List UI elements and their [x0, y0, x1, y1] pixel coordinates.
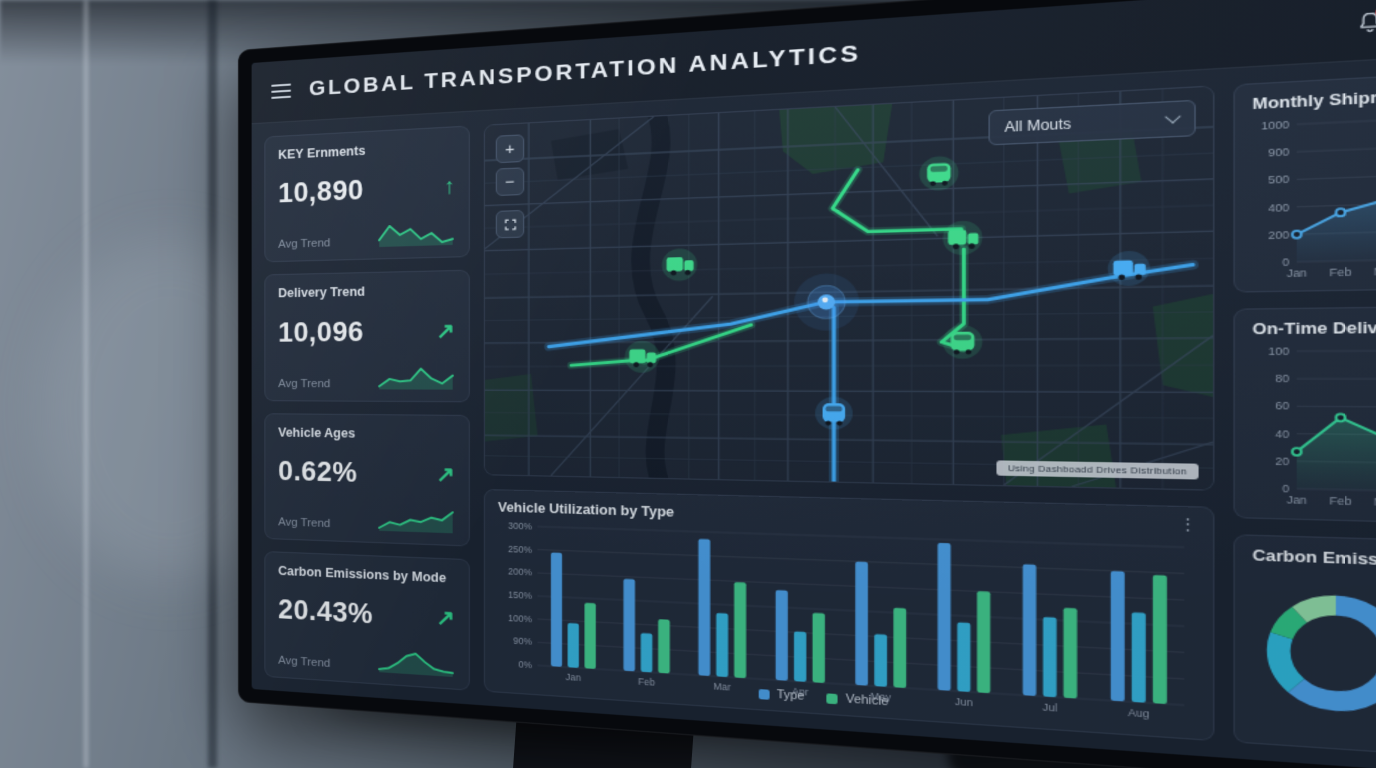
- svg-text:60: 60: [1275, 400, 1290, 413]
- svg-text:100%: 100%: [508, 612, 532, 624]
- vehicle-marker-truck[interactable]: [624, 340, 660, 373]
- kpi-card-carbon-emissions: Carbon Emissions by Mode 20.43% ↗ Avg Tr…: [264, 550, 470, 691]
- fullscreen-icon: [503, 217, 517, 231]
- center-column: + − All Mouts: [483, 85, 1215, 742]
- card-title: On-Time Delivery Rates: [1252, 319, 1376, 339]
- svg-text:150%: 150%: [508, 589, 532, 601]
- legend-item: Type: [758, 687, 805, 703]
- vehicle-utilization-card: Vehicle Utilization by Type ⋮ 300% 250% 20…: [483, 488, 1215, 742]
- svg-text:0%: 0%: [518, 659, 532, 671]
- svg-text:Jan: Jan: [1287, 267, 1308, 280]
- kpi-sparkline: [377, 219, 455, 248]
- dashboard-body: KEY Ernments 10,890 ↑ Avg Trend Del: [252, 43, 1376, 768]
- svg-text:Apr: Apr: [792, 685, 809, 697]
- glass-partition: [84, 0, 88, 768]
- svg-text:Feb: Feb: [638, 676, 655, 688]
- svg-text:250%: 250%: [508, 543, 532, 555]
- kpi-trend-label: Avg Trend: [278, 516, 331, 530]
- kpi-value: 0.62%: [278, 455, 358, 488]
- card-title: Monthly Shipment Volume: [1252, 83, 1376, 113]
- fullscreen-button[interactable]: [495, 209, 525, 239]
- svg-text:400: 400: [1268, 201, 1290, 214]
- svg-text:300%: 300%: [508, 520, 532, 532]
- kpi-card-key-ernments: KEY Ernments 10,890 ↑ Avg Trend: [264, 125, 470, 263]
- arrow-up-icon: ↑: [443, 175, 455, 200]
- svg-text:Jan: Jan: [1287, 494, 1308, 507]
- svg-text:Jul: Jul: [1042, 701, 1057, 714]
- svg-text:Aug: Aug: [1128, 706, 1150, 720]
- svg-text:Jan: Jan: [566, 671, 582, 683]
- svg-text:100: 100: [1268, 345, 1290, 358]
- kpi-card-vehicle-ages: Vehicle Ages 0.62% ↗ Avg Trend: [264, 412, 470, 547]
- mode-filter-value: All Mouts: [1004, 115, 1072, 136]
- kpi-trend-label: Avg Trend: [278, 377, 331, 390]
- monitor-bezel: GLOBAL TRANSPORTATION ANALYTICS: [238, 0, 1376, 768]
- svg-text:0: 0: [1282, 483, 1290, 496]
- svg-text:0: 0: [1282, 256, 1290, 269]
- glass-partition: [208, 0, 217, 768]
- svg-text:Jun: Jun: [955, 696, 973, 709]
- arrow-up-right-icon: ↗: [436, 462, 455, 488]
- map-controls: + −: [495, 134, 525, 239]
- svg-text:Mar: Mar: [1374, 496, 1376, 509]
- legend-item: Vehicle: [826, 691, 889, 709]
- svg-text:May: May: [870, 690, 891, 703]
- on-time-delivery-card: On-Time Delivery Rates ⋮ 100806040200Jan…: [1233, 303, 1376, 529]
- carbon-emissions-card: Carbon Emissions by Mode ⋮ VanosMuisCarb…: [1233, 533, 1376, 768]
- svg-text:Mar: Mar: [1374, 265, 1376, 278]
- svg-text:Feb: Feb: [1330, 266, 1353, 279]
- kpi-value: 10,096: [278, 316, 364, 348]
- card-menu-icon[interactable]: ⋮: [1178, 514, 1198, 534]
- route-map[interactable]: [484, 86, 1214, 490]
- bell-icon: [1355, 9, 1376, 35]
- app-title: GLOBAL TRANSPORTATION ANALYTICS: [308, 40, 862, 101]
- kpi-sparkline: [377, 646, 455, 678]
- dashboard-screen: GLOBAL TRANSPORTATION ANALYTICS: [251, 0, 1376, 768]
- svg-text:900: 900: [1268, 146, 1290, 159]
- monitor: GLOBAL TRANSPORTATION ANALYTICS: [238, 0, 1376, 768]
- kpi-trend-label: Avg Trend: [278, 654, 331, 671]
- notifications-button[interactable]: [1355, 7, 1376, 35]
- menu-icon[interactable]: [269, 79, 293, 103]
- svg-text:80: 80: [1275, 373, 1290, 386]
- live-map-card[interactable]: + − All Mouts: [483, 85, 1215, 491]
- svg-text:20: 20: [1275, 455, 1290, 468]
- kpi-trend-label: Avg Trend: [278, 237, 331, 252]
- svg-text:90%: 90%: [513, 635, 532, 647]
- line-chart: 100806040200JanFebMarAprMayJanJulAug: [1252, 341, 1376, 516]
- arrow-up-right-icon: ↗: [436, 606, 455, 632]
- line-chart: 10009005004002000JanFebMarAprMayJanJulAu…: [1252, 100, 1376, 282]
- svg-text:Feb: Feb: [1330, 495, 1353, 508]
- bar-chart: 300% 250% 200% 150% 100% 90% 0% Jan Feb Mar Apr May…: [498, 519, 1196, 720]
- svg-text:40: 40: [1275, 428, 1290, 441]
- right-column: Monthly Shipment Volume ⋮ 10009005004002…: [1233, 61, 1376, 768]
- kpi-value: 10,890: [278, 174, 364, 209]
- svg-text:1000: 1000: [1261, 118, 1289, 132]
- kpi-sparkline: [377, 505, 455, 534]
- svg-text:500: 500: [1268, 173, 1290, 186]
- zoom-in-button[interactable]: +: [495, 134, 525, 164]
- chevron-down-icon: [1164, 109, 1181, 124]
- zoom-out-button[interactable]: −: [495, 167, 525, 197]
- svg-text:200: 200: [1268, 228, 1290, 241]
- donut-chart: [1252, 581, 1376, 729]
- header-actions: Mine Dachboad: [1355, 0, 1376, 39]
- kpi-sidebar: KEY Ernments 10,890 ↑ Avg Trend Del: [264, 125, 470, 691]
- svg-text:200%: 200%: [508, 566, 532, 578]
- kpi-card-delivery-trend: Delivery Trend 10,096 ↗ Avg Trend: [264, 269, 470, 402]
- arrow-up-right-icon: ↗: [436, 319, 455, 344]
- kpi-value: 20.43%: [278, 594, 373, 630]
- svg-text:Mar: Mar: [713, 681, 731, 693]
- kpi-sparkline: [377, 363, 455, 390]
- monthly-shipment-card: Monthly Shipment Volume ⋮ 10009005004002…: [1233, 61, 1376, 294]
